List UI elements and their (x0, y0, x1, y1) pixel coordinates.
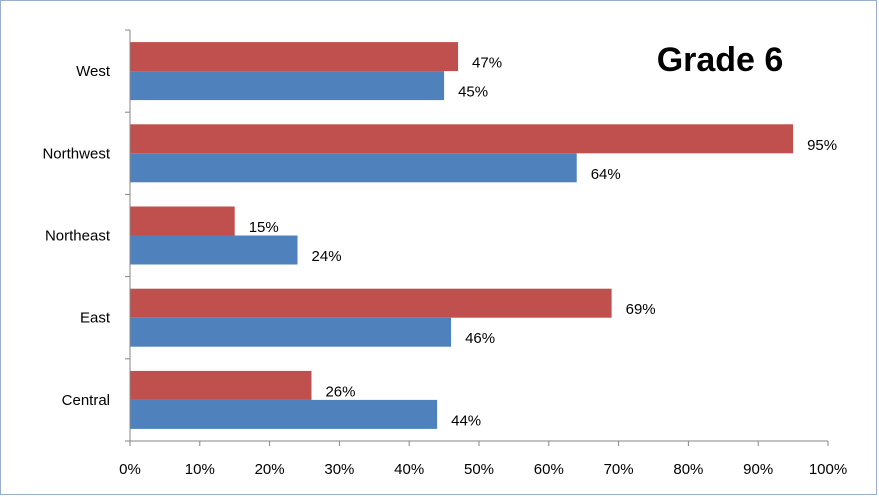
data-label-east-series-2: 69% (626, 301, 656, 318)
x-tick-label-70-: 70% (604, 461, 634, 478)
category-label-northeast: Northeast (45, 228, 111, 245)
bar-west-series-2 (130, 42, 459, 72)
bar-east-series-2 (130, 288, 612, 318)
data-label-northeast-series-1: 24% (312, 248, 342, 265)
bar-west-series-1 (130, 71, 445, 101)
data-label-west-series-2: 47% (472, 55, 502, 72)
bar-east-series-1 (130, 317, 452, 347)
x-tick-label-10-: 10% (185, 461, 215, 478)
bar-northwest-series-2 (130, 124, 794, 154)
data-label-east-series-1: 46% (465, 330, 495, 347)
bar-central-series-1 (130, 399, 438, 429)
x-tick-label-0-: 0% (119, 461, 141, 478)
x-tick-label-100-: 100% (809, 461, 847, 478)
labels-layer: Central 44% 26% East 46% 69% Northeast 24% 15% No… (42, 55, 837, 430)
x-tick-label-50-: 50% (464, 461, 494, 478)
bar-central-series-2 (130, 370, 312, 400)
category-label-east: East (80, 310, 111, 327)
bar-northwest-series-1 (130, 153, 577, 183)
x-tick-label-60-: 60% (534, 461, 564, 478)
bar-northeast-series-2 (130, 206, 235, 236)
category-label-central: Central (62, 392, 110, 409)
x-tick-label-30-: 30% (324, 461, 354, 478)
x-axis-ticks: 0% 10% 20% 30% 40% 50% 60% 70% 80% 90% 100% (119, 29, 847, 478)
x-tick-label-90-: 90% (743, 461, 773, 478)
chart-title: Grade 6 (657, 41, 784, 79)
bars-layer (130, 42, 794, 429)
x-tick-label-20-: 20% (255, 461, 285, 478)
category-label-west: West (76, 63, 111, 80)
data-label-central-series-2: 26% (325, 383, 355, 400)
data-label-northwest-series-1: 64% (591, 166, 621, 183)
data-label-northwest-series-2: 95% (807, 137, 837, 154)
data-label-northeast-series-2: 15% (249, 219, 279, 236)
category-label-northwest: Northwest (42, 145, 110, 162)
data-label-central-series-1: 44% (451, 412, 481, 429)
x-tick-label-80-: 80% (673, 461, 703, 478)
x-tick-label-40-: 40% (394, 461, 424, 478)
data-label-west-series-1: 45% (458, 84, 488, 101)
bar-northeast-series-1 (130, 235, 298, 265)
